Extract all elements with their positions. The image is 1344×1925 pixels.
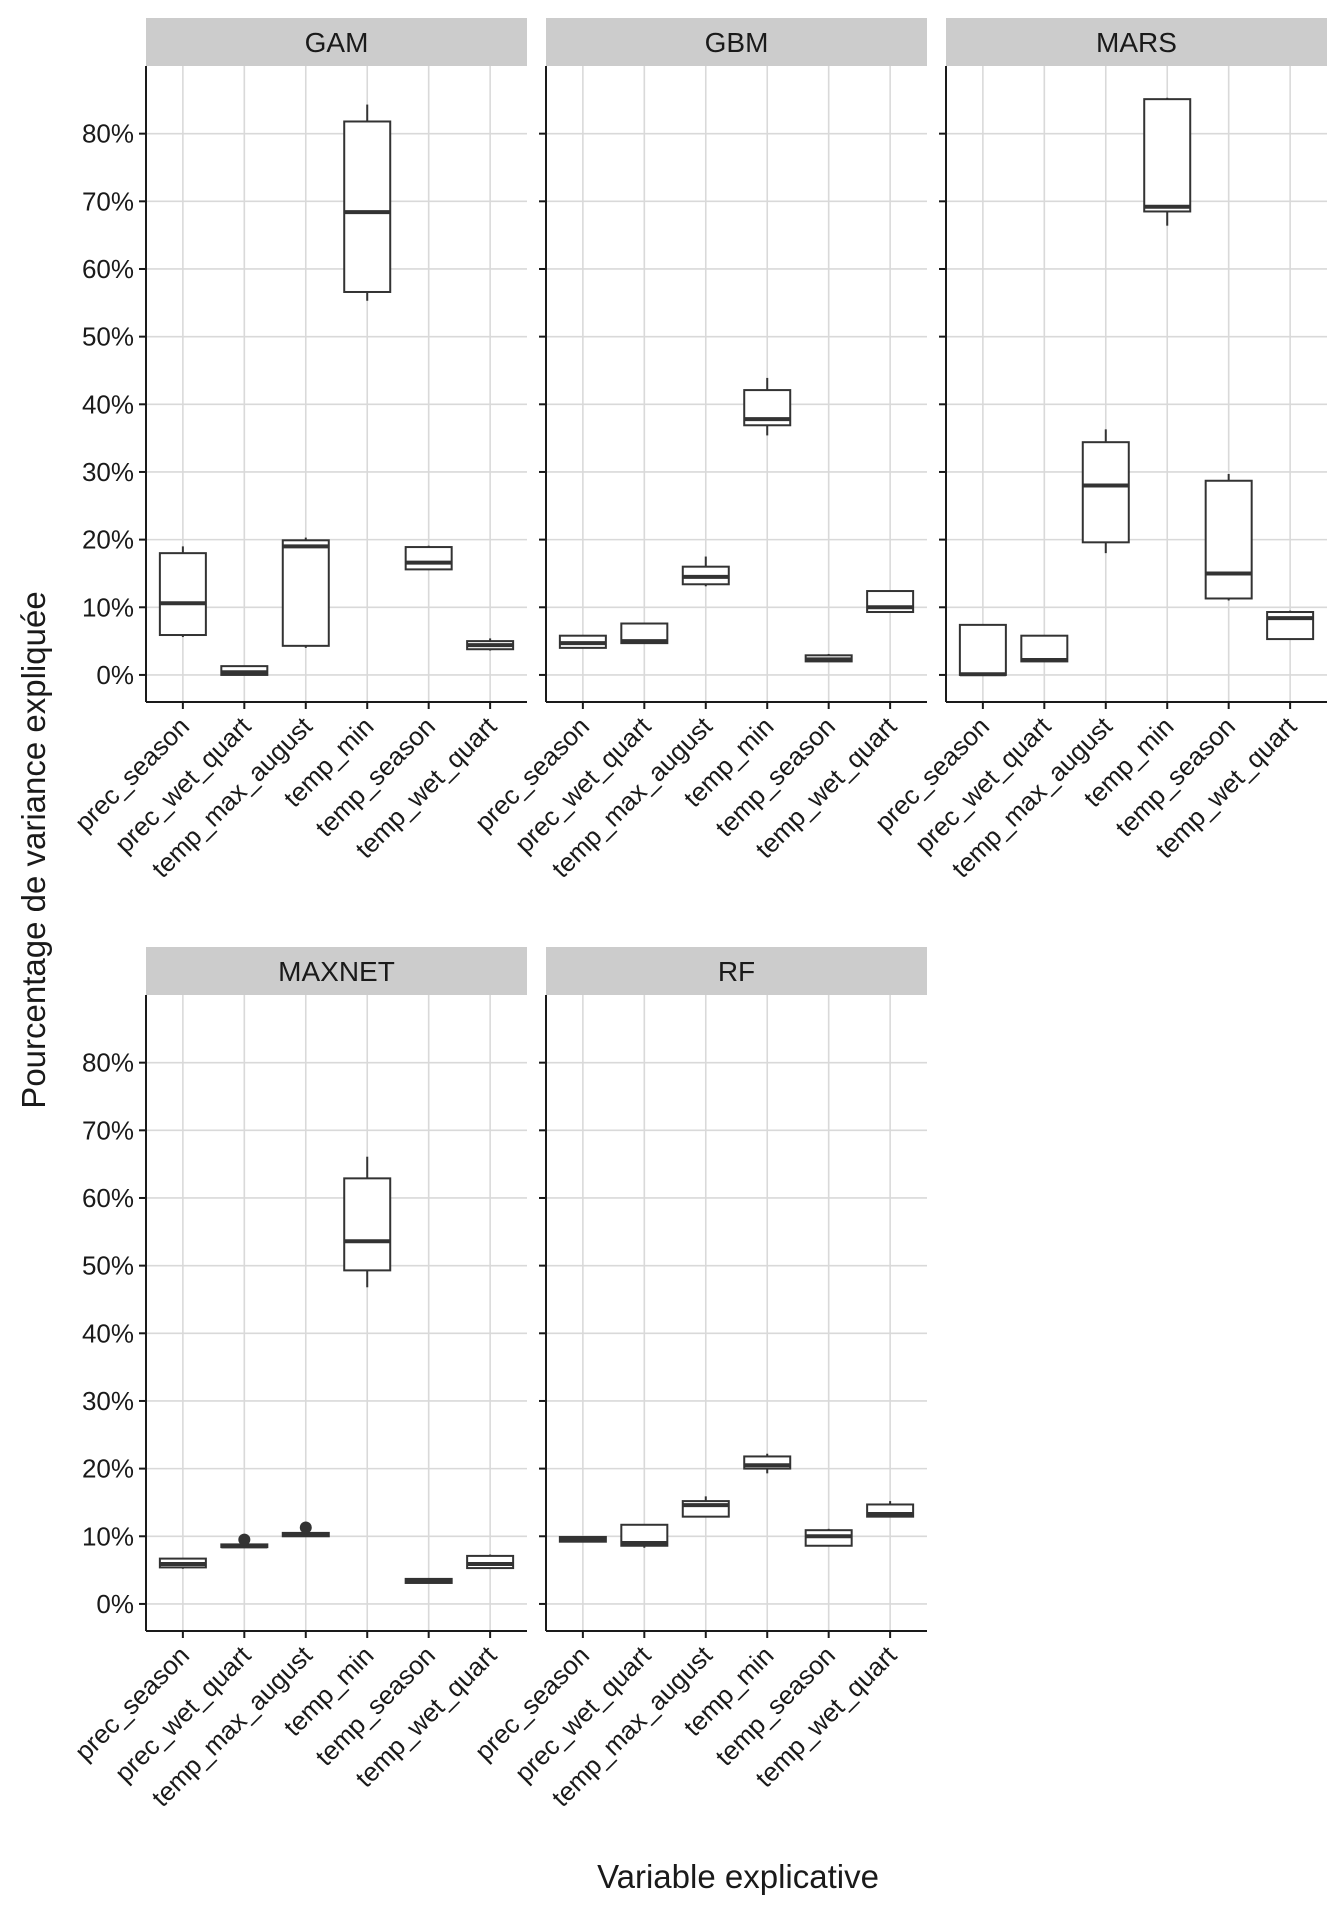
facet-strip	[546, 18, 927, 66]
box-body	[1020, 634, 1069, 663]
box-temp-max-august	[281, 1521, 330, 1538]
facet-strip	[146, 947, 527, 995]
y-tick-label: 10%	[82, 1521, 134, 1551]
box-temp-wet-quart	[866, 1501, 915, 1518]
box-temp-max-august	[681, 556, 730, 587]
facet-strip	[146, 18, 527, 66]
box-body	[1204, 479, 1253, 600]
outlier-point	[238, 1533, 251, 1546]
y-tick-label: 40%	[82, 1318, 134, 1348]
box-temp-season	[1204, 473, 1253, 601]
box-body	[1266, 611, 1315, 641]
box-temp-wet-quart	[466, 1554, 515, 1570]
y-tick-label: 70%	[82, 186, 134, 216]
box-body	[1081, 441, 1130, 544]
box-prec-wet-quart	[620, 622, 669, 645]
y-tick-label: 70%	[82, 1115, 134, 1145]
y-tick-label: 30%	[82, 457, 134, 487]
box-prec-season	[158, 1557, 207, 1569]
facet-title: GBM	[705, 27, 769, 58]
facet-title: MARS	[1096, 27, 1177, 58]
y-tick-label: 30%	[82, 1386, 134, 1416]
box-temp-wet-quart	[466, 638, 515, 651]
facet-title: MAXNET	[278, 956, 395, 987]
facet-panel-gam: GAM0%10%20%30%40%50%60%70%80%prec_season…	[69, 18, 527, 883]
box-temp-min	[743, 377, 792, 436]
y-tick-label: 40%	[82, 389, 134, 419]
box-temp-wet-quart	[866, 590, 915, 614]
box-body	[281, 539, 330, 647]
facet-title: GAM	[305, 27, 369, 58]
box-prec-season	[958, 623, 1007, 677]
y-tick-label: 80%	[82, 1048, 134, 1078]
box-prec-wet-quart	[1020, 634, 1069, 663]
box-temp-min	[1143, 97, 1192, 226]
box-body	[958, 623, 1007, 676]
facet-panel-rf: RFprec_seasonprec_wet_quarttemp_max_augu…	[469, 947, 927, 1812]
box-temp-season	[804, 653, 853, 663]
box-temp-season	[404, 545, 453, 571]
facet-panel-maxnet: MAXNET0%10%20%30%40%50%60%70%80%prec_sea…	[69, 947, 527, 1812]
box-body	[1143, 98, 1192, 213]
box-body	[620, 1523, 669, 1547]
y-tick-label: 50%	[82, 322, 134, 352]
y-tick-label: 0%	[96, 660, 134, 690]
y-tick-label: 20%	[82, 525, 134, 555]
box-temp-min	[343, 1156, 392, 1288]
box-prec-season	[558, 1535, 607, 1543]
box-prec-wet-quart	[620, 1523, 669, 1548]
y-axis-title: Pourcentage de variance expliquée	[15, 591, 52, 1108]
box-temp-max-august	[1081, 429, 1130, 554]
box-prec-wet-quart	[220, 665, 269, 676]
box-prec-season	[158, 546, 207, 638]
box-body	[620, 622, 669, 645]
box-temp-max-august	[681, 1496, 730, 1518]
facet-title: RF	[718, 956, 755, 987]
box-body	[158, 552, 207, 637]
box-temp-wet-quart	[1266, 610, 1315, 641]
x-axis-title: Variable explicative	[597, 1858, 879, 1895]
box-temp-season	[804, 1528, 853, 1547]
facet-panel-mars: MARSprec_seasonprec_wet_quarttemp_max_au…	[869, 18, 1327, 883]
outlier-point	[299, 1521, 312, 1534]
y-tick-label: 50%	[82, 1251, 134, 1281]
box-prec-season	[558, 634, 607, 649]
box-body	[343, 1177, 392, 1272]
y-tick-label: 0%	[96, 1589, 134, 1619]
y-tick-label: 60%	[82, 254, 134, 284]
box-body	[466, 1554, 515, 1570]
box-temp-max-august	[281, 537, 330, 648]
y-tick-label: 80%	[82, 119, 134, 149]
box-prec-wet-quart	[220, 1533, 269, 1549]
y-tick-label: 10%	[82, 592, 134, 622]
facet-strip	[946, 18, 1327, 66]
facet-panel-gbm: GBMprec_seasonprec_wet_quarttemp_max_aug…	[469, 18, 927, 883]
box-temp-min	[743, 1453, 792, 1474]
box-body	[404, 546, 453, 571]
box-body	[343, 120, 392, 293]
y-tick-label: 60%	[82, 1183, 134, 1213]
box-temp-min	[343, 104, 392, 301]
facet-strip	[546, 947, 927, 995]
y-tick-label: 20%	[82, 1454, 134, 1484]
box-temp-season	[404, 1577, 453, 1584]
